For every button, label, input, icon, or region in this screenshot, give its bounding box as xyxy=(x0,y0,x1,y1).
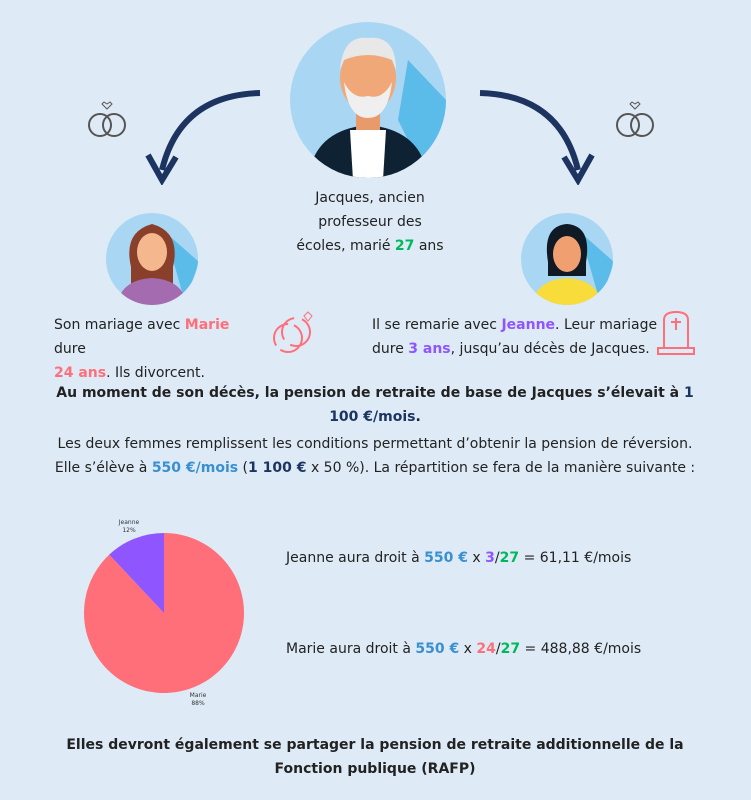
marie-description: Son mariage avec Marie dure 24 ans. Ils … xyxy=(54,313,264,385)
jeanne-description: Il se remarie avec Jeanne. Leur mariage … xyxy=(372,313,662,361)
jeanne-avatar xyxy=(521,213,613,305)
pie-label-marie: Marie xyxy=(190,692,207,699)
jacques-avatar xyxy=(290,22,447,178)
explanation: Les deux femmes remplissent les conditio… xyxy=(50,432,700,480)
marie-years: 24 ans xyxy=(54,365,107,381)
text: ( xyxy=(238,460,249,476)
years-married: 27 xyxy=(394,238,415,254)
denominator: 27 xyxy=(500,641,521,657)
wedding-rings-icon xyxy=(616,101,654,137)
text: dure xyxy=(54,341,86,357)
text: Elles devront également se partager la p… xyxy=(66,737,684,753)
text: . Leur mariage xyxy=(555,317,658,333)
text: / xyxy=(494,550,500,566)
text: / xyxy=(495,641,501,657)
pension-amount: 1 100 €/mois xyxy=(329,385,694,425)
text: dure xyxy=(372,341,409,357)
jacques-description: Jacques, ancien professeur des écoles, m… xyxy=(290,186,450,258)
base-amount: 1 100 € xyxy=(248,460,307,476)
result: = 61,11 €/mois xyxy=(519,550,632,566)
text: Il se remarie avec xyxy=(372,317,502,333)
text: Son mariage avec xyxy=(54,317,185,333)
text: . Ils divorcent. xyxy=(106,365,205,381)
text: Fonction publique (RAFP) xyxy=(274,761,476,777)
broken-ring-icon xyxy=(273,311,313,353)
pie-label-jeanne: Jeanne xyxy=(118,519,140,526)
footer: Elles devront également se partager la p… xyxy=(40,733,710,781)
pie-slice-jeanne xyxy=(109,533,164,613)
amount: 550 € xyxy=(424,550,468,566)
marie-avatar xyxy=(106,213,198,305)
text: ans xyxy=(414,238,444,254)
text: x xyxy=(459,641,477,657)
summary: Au moment de son décès, la pension de re… xyxy=(40,381,710,429)
text: Au moment de son décès, la pension de re… xyxy=(56,385,684,401)
gravestone-icon xyxy=(657,310,695,355)
text: x xyxy=(467,550,486,566)
pie-value-jeanne: 12% xyxy=(122,527,136,534)
jeanne-years: 3 ans xyxy=(408,341,451,357)
text: , jusqu’au décès de Jacques. xyxy=(450,341,650,357)
pie-chart: Jeanne 12% Marie 88% xyxy=(83,519,245,707)
amount: 550 € xyxy=(415,641,460,657)
text: écoles, marié xyxy=(296,238,395,254)
text: Les deux femmes remplissent les conditio… xyxy=(54,436,693,476)
text: x 50 %). La répartition se fera de la ma… xyxy=(306,460,696,476)
text: Marie aura droit à xyxy=(286,641,416,657)
jeanne-name: Jeanne xyxy=(501,317,556,333)
calc-jeanne: Jeanne aura droit à 550 € x 3/27 = 61,11… xyxy=(286,546,631,570)
text: Jacques, ancien xyxy=(315,190,425,206)
reversion-amount: 550 €/mois xyxy=(151,460,239,476)
pie-value-marie: 88% xyxy=(191,700,205,707)
text: . xyxy=(415,409,421,425)
marie-name: Marie xyxy=(184,317,230,333)
curved-arrow-icon xyxy=(145,90,261,185)
numerator: 24 xyxy=(476,641,496,657)
text: Jeanne aura droit à xyxy=(286,550,425,566)
text: professeur des xyxy=(318,214,422,230)
wedding-rings-icon xyxy=(88,101,126,137)
pie-slice-marie xyxy=(83,533,245,693)
result: = 488,88 €/mois xyxy=(520,641,642,657)
denominator: 27 xyxy=(499,550,520,566)
calc-marie: Marie aura droit à 550 € x 24/27 = 488,8… xyxy=(286,637,641,661)
curved-arrow-icon xyxy=(479,90,595,185)
numerator: 3 xyxy=(485,550,495,566)
